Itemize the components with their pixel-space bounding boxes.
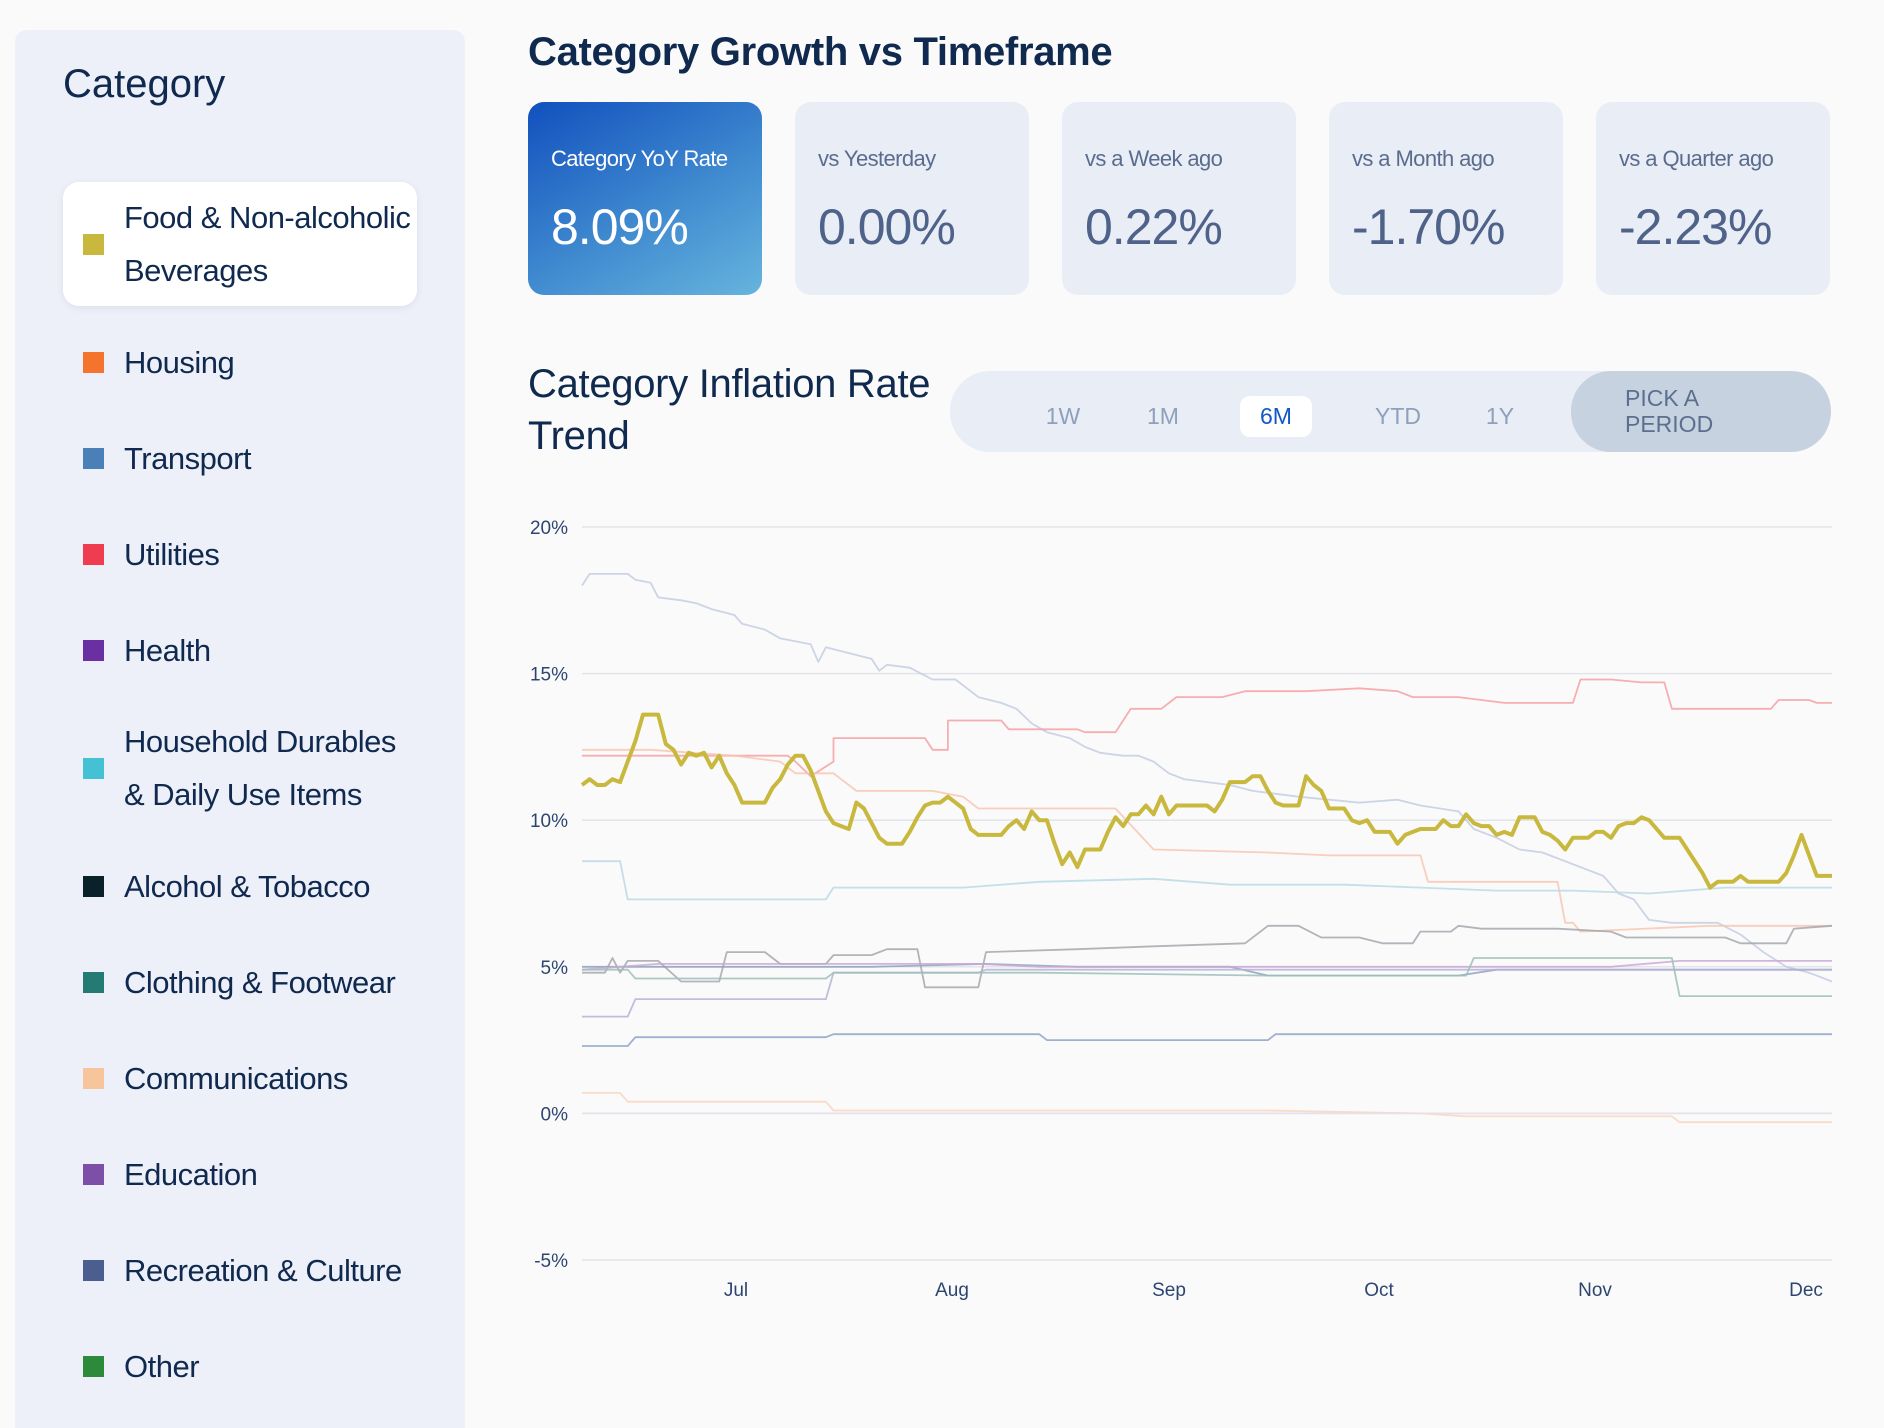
category-color-swatch [83,447,104,469]
series-line [582,1033,1832,1047]
category-color-swatch [83,757,104,779]
category-color-swatch [83,233,104,255]
pick-period-label: PICK A PERIOD [1625,385,1714,437]
stat-card-value: -1.70% [1352,199,1505,255]
stat-card-label: vs a Week ago [1085,146,1223,171]
page-title: Category Growth vs Timeframe [528,30,1113,74]
series-line [582,748,1832,933]
category-label: Health [124,632,211,668]
x-tick-label: Jul [724,1280,748,1301]
x-tick-label: Sep [1152,1280,1186,1301]
stat-card-value: 8.09% [551,199,689,255]
sidebar-item[interactable]: Housing [63,314,417,410]
x-tick-label: Dec [1789,1280,1823,1301]
pick-period-button[interactable]: PICK A PERIOD [1571,371,1831,452]
stat-card[interactable]: vs Yesterday 0.00% [795,102,1029,295]
trend-title-line1: Category Inflation Rate [528,362,931,406]
series-line [582,963,1832,977]
stat-card-value: 0.00% [818,199,956,255]
category-color-swatch [83,971,104,993]
trend-title-line2: Trend [528,414,630,458]
sidebar-item[interactable]: Other [63,1318,417,1414]
trend-title: Category Inflation Rate Trend [528,358,931,462]
y-tick-label: 5% [541,958,569,979]
sidebar-item[interactable]: Food & Non-alcoholic Beverages [63,182,417,306]
y-tick-label: 0% [541,1104,569,1125]
category-label: Housing [124,344,235,380]
stat-card[interactable]: vs a Month ago -1.70% [1329,102,1563,295]
sidebar-item[interactable]: Utilities [63,506,417,602]
stat-card[interactable]: Category YoY Rate 8.09% [528,102,762,295]
period-selector: PICK A PERIOD 1W 1M 6M YTD 1Y [950,371,1831,452]
stat-card[interactable]: vs a Quarter ago -2.23% [1596,102,1830,295]
category-color-swatch [83,639,104,661]
period-option-1w[interactable]: 1W [1045,403,1081,429]
period-option-1m[interactable]: 1M [1147,403,1179,429]
category-label: Other [124,1348,200,1384]
category-label: Clothing & Footwear [124,964,396,1000]
series-line [582,957,1832,997]
sidebar-item[interactable]: Education [63,1126,417,1222]
period-option-6m[interactable]: 6M [1240,396,1312,437]
category-label: Food & Non-alcoholic Beverages [124,200,411,288]
stat-card-label: Category YoY Rate [551,146,728,171]
y-tick-label: -5% [534,1251,568,1272]
category-label: Alcohol & Tobacco [124,868,370,904]
category-label: Transport [124,440,252,476]
x-tick-label: Nov [1578,1280,1612,1301]
sidebar-title: Category [63,62,226,106]
category-color-swatch [83,1259,104,1281]
series-line [581,960,1832,971]
period-option-1y[interactable]: 1Y [1485,403,1515,429]
series-line [581,573,1833,983]
category-list: Food & Non-alcoholic Beverages Housing Tra… [63,182,423,1414]
stat-card-value: -2.23% [1619,199,1772,255]
y-tick-label: 15% [530,665,568,686]
period-option-ytd[interactable]: YTD [1375,403,1421,429]
series-line [582,924,1833,989]
category-color-swatch [83,1067,104,1089]
series-line [582,860,1832,901]
category-color-swatch [83,543,104,565]
category-label: Utilities [124,536,220,572]
stat-card[interactable]: vs a Week ago 0.22% [1062,102,1296,295]
sidebar-item[interactable]: Communications [63,1030,417,1126]
category-label: Education [124,1156,258,1192]
stat-cards: Category YoY Rate 8.09% vs Yesterday 0.00% v… [528,102,1830,295]
sidebar-item[interactable]: Household Durables & Daily Use Items [63,706,417,830]
sidebar-item[interactable]: Alcohol & Tobacco [63,838,417,934]
category-color-swatch [83,1163,104,1185]
x-tick-label: Aug [935,1280,969,1301]
stat-card-label: vs a Quarter ago [1619,146,1774,171]
category-color-swatch [83,1355,104,1377]
sidebar-item[interactable]: Clothing & Footwear [63,934,417,1030]
sidebar-item[interactable]: Recreation & Culture [63,1222,417,1318]
y-tick-label: 20% [530,518,568,539]
category-color-swatch [83,351,104,373]
category-color-swatch [83,875,104,897]
series-line [582,968,1832,1018]
stat-card-value: 0.22% [1085,199,1223,255]
x-tick-label: Oct [1364,1280,1394,1301]
series-line-highlighted [580,712,1832,890]
series-line [582,1092,1832,1124]
sidebar-item[interactable]: Health [63,602,417,698]
category-label: Communications [124,1060,348,1096]
sidebar-item[interactable]: Transport [63,410,417,506]
y-tick-label: 10% [530,811,568,832]
stat-card-label: vs a Month ago [1352,146,1495,171]
series-line [582,678,1832,778]
category-label: Recreation & Culture [124,1252,402,1288]
category-label: Household Durables & Daily Use Items [124,724,396,812]
stat-card-label: vs Yesterday [818,146,936,171]
category-sidebar: Category Food & Non-alcoholic Beverages H… [15,30,465,1428]
